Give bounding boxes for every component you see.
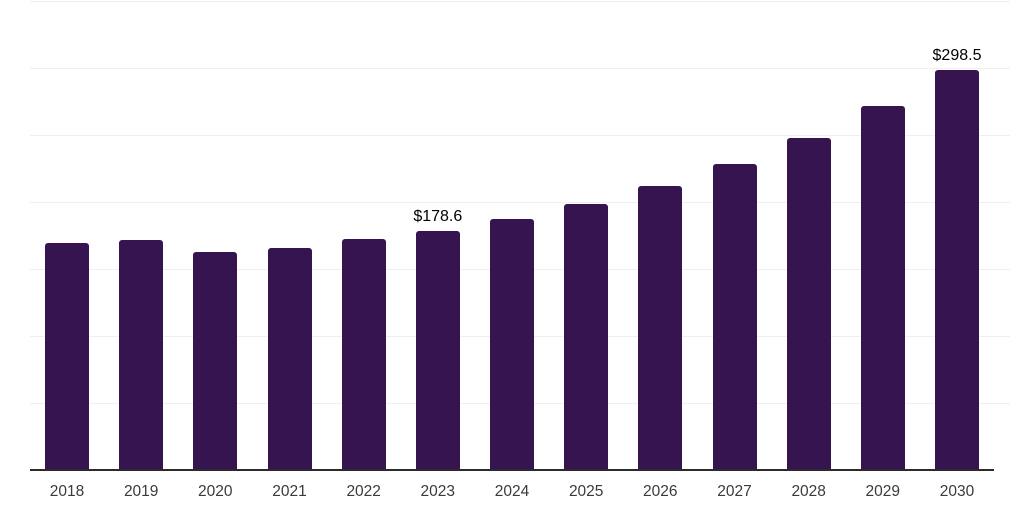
x-tick-2024: 2024: [494, 483, 530, 500]
x-axis-line: [30, 469, 994, 471]
x-tick-2020: 2020: [198, 483, 233, 500]
gridline: [30, 68, 1010, 69]
x-tick-2029: 2029: [865, 483, 901, 500]
bar-2025: [564, 203, 609, 470]
bar-2023: [415, 230, 460, 470]
bar-2024: [490, 218, 534, 470]
plot-area: $178.6 $298.5: [30, 1, 1010, 470]
bar-2020: [193, 251, 238, 470]
bar-2027: [712, 163, 757, 470]
bar-2021: [267, 247, 312, 470]
x-tick-2030: 2030: [939, 483, 975, 500]
x-tick-2025: 2025: [568, 483, 604, 500]
bar-2026: [638, 185, 683, 470]
x-tick-2021: 2021: [272, 483, 307, 500]
bar-2022: [341, 238, 386, 470]
bar-2028: [786, 137, 831, 470]
value-label-2023: $178.6: [413, 207, 463, 225]
x-tick-2022: 2022: [346, 483, 381, 500]
x-tick-2018: 2018: [49, 483, 85, 500]
x-tick-2023: 2023: [420, 483, 456, 500]
x-axis-ticks: 2018 2019 2020 2021 2022 2023 2024 2025 2026 2027…: [30, 483, 1010, 505]
bar-2018: [45, 242, 89, 470]
x-tick-2028: 2028: [791, 483, 826, 500]
bar-2029: [860, 105, 905, 470]
gridline: [30, 1, 1010, 2]
gridline: [30, 135, 1010, 136]
x-tick-2027: 2027: [717, 483, 752, 500]
value-label-2030: $298.5: [932, 47, 982, 64]
bar-2019: [119, 239, 164, 470]
bar-2030: [935, 70, 979, 470]
x-tick-2026: 2026: [643, 483, 678, 500]
x-tick-2019: 2019: [123, 483, 159, 500]
gridline: [30, 202, 1010, 203]
